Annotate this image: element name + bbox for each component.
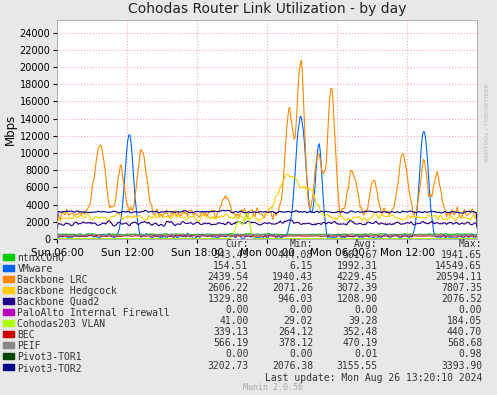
Text: 352.48: 352.48 <box>342 327 378 337</box>
Text: 2439.54: 2439.54 <box>207 272 248 282</box>
Text: Avg:: Avg: <box>354 239 378 249</box>
Text: 470.19: 470.19 <box>342 339 378 348</box>
Text: 0.00: 0.00 <box>354 305 378 315</box>
Text: 1329.80: 1329.80 <box>207 294 248 304</box>
Text: 2076.38: 2076.38 <box>272 361 313 371</box>
Text: 0.00: 0.00 <box>290 305 313 315</box>
Text: ntnxCOHO: ntnxCOHO <box>17 253 65 263</box>
Text: Max:: Max: <box>459 239 482 249</box>
Text: 3202.73: 3202.73 <box>207 361 248 371</box>
Text: 2606.22: 2606.22 <box>207 283 248 293</box>
Text: 184.05: 184.05 <box>447 316 482 326</box>
Text: 444.08: 444.08 <box>278 250 313 260</box>
Text: 0.00: 0.00 <box>459 305 482 315</box>
Text: Last update: Mon Aug 26 13:20:10 2024: Last update: Mon Aug 26 13:20:10 2024 <box>265 373 482 383</box>
Text: 3155.55: 3155.55 <box>336 361 378 371</box>
Text: 6.15: 6.15 <box>290 261 313 271</box>
Text: 20594.11: 20594.11 <box>435 272 482 282</box>
Text: Pivot3-TOR2: Pivot3-TOR2 <box>17 363 82 374</box>
Text: Backbone LRC: Backbone LRC <box>17 275 88 285</box>
Text: Backbone Quad2: Backbone Quad2 <box>17 297 99 307</box>
Text: Min:: Min: <box>290 239 313 249</box>
Text: 2076.52: 2076.52 <box>441 294 482 304</box>
Text: 566.19: 566.19 <box>213 339 248 348</box>
Text: 378.12: 378.12 <box>278 339 313 348</box>
Text: PEIF: PEIF <box>17 341 41 352</box>
Text: 41.00: 41.00 <box>219 316 248 326</box>
Text: 0.98: 0.98 <box>459 350 482 359</box>
Text: 0.00: 0.00 <box>290 350 313 359</box>
Text: Munin 2.0.56: Munin 2.0.56 <box>244 383 303 392</box>
Text: 39.28: 39.28 <box>348 316 378 326</box>
Text: 0.00: 0.00 <box>225 350 248 359</box>
Text: 0.01: 0.01 <box>354 350 378 359</box>
Text: PaloAlto Internal Firewall: PaloAlto Internal Firewall <box>17 308 170 318</box>
Text: 568.68: 568.68 <box>447 339 482 348</box>
Text: 14549.65: 14549.65 <box>435 261 482 271</box>
Text: 3072.39: 3072.39 <box>336 283 378 293</box>
Text: 1941.65: 1941.65 <box>441 250 482 260</box>
Text: 0.00: 0.00 <box>225 305 248 315</box>
Text: 543.49: 543.49 <box>213 250 248 260</box>
Text: Backbone Hedgcock: Backbone Hedgcock <box>17 286 117 296</box>
Y-axis label: Mbps: Mbps <box>3 114 16 145</box>
Text: 1940.43: 1940.43 <box>272 272 313 282</box>
Text: 7807.35: 7807.35 <box>441 283 482 293</box>
Text: Cur:: Cur: <box>225 239 248 249</box>
Text: 561.67: 561.67 <box>342 250 378 260</box>
Text: Cohodas203 VLAN: Cohodas203 VLAN <box>17 319 105 329</box>
Text: 1208.90: 1208.90 <box>336 294 378 304</box>
Text: 154.51: 154.51 <box>213 261 248 271</box>
Text: BEC: BEC <box>17 330 35 340</box>
Text: Pivot3-TOR1: Pivot3-TOR1 <box>17 352 82 363</box>
Text: 1992.31: 1992.31 <box>336 261 378 271</box>
Text: 339.13: 339.13 <box>213 327 248 337</box>
Text: 4229.45: 4229.45 <box>336 272 378 282</box>
Text: RRDTOOL / TOBIOETIKER: RRDTOOL / TOBIOETIKER <box>485 83 490 162</box>
Text: 2071.26: 2071.26 <box>272 283 313 293</box>
Text: 264.12: 264.12 <box>278 327 313 337</box>
Text: 440.70: 440.70 <box>447 327 482 337</box>
Text: 29.02: 29.02 <box>284 316 313 326</box>
Text: 946.03: 946.03 <box>278 294 313 304</box>
Text: VMware: VMware <box>17 264 53 274</box>
Title: Cohodas Router Link Utilization - by day: Cohodas Router Link Utilization - by day <box>128 2 407 16</box>
Text: 3393.90: 3393.90 <box>441 361 482 371</box>
